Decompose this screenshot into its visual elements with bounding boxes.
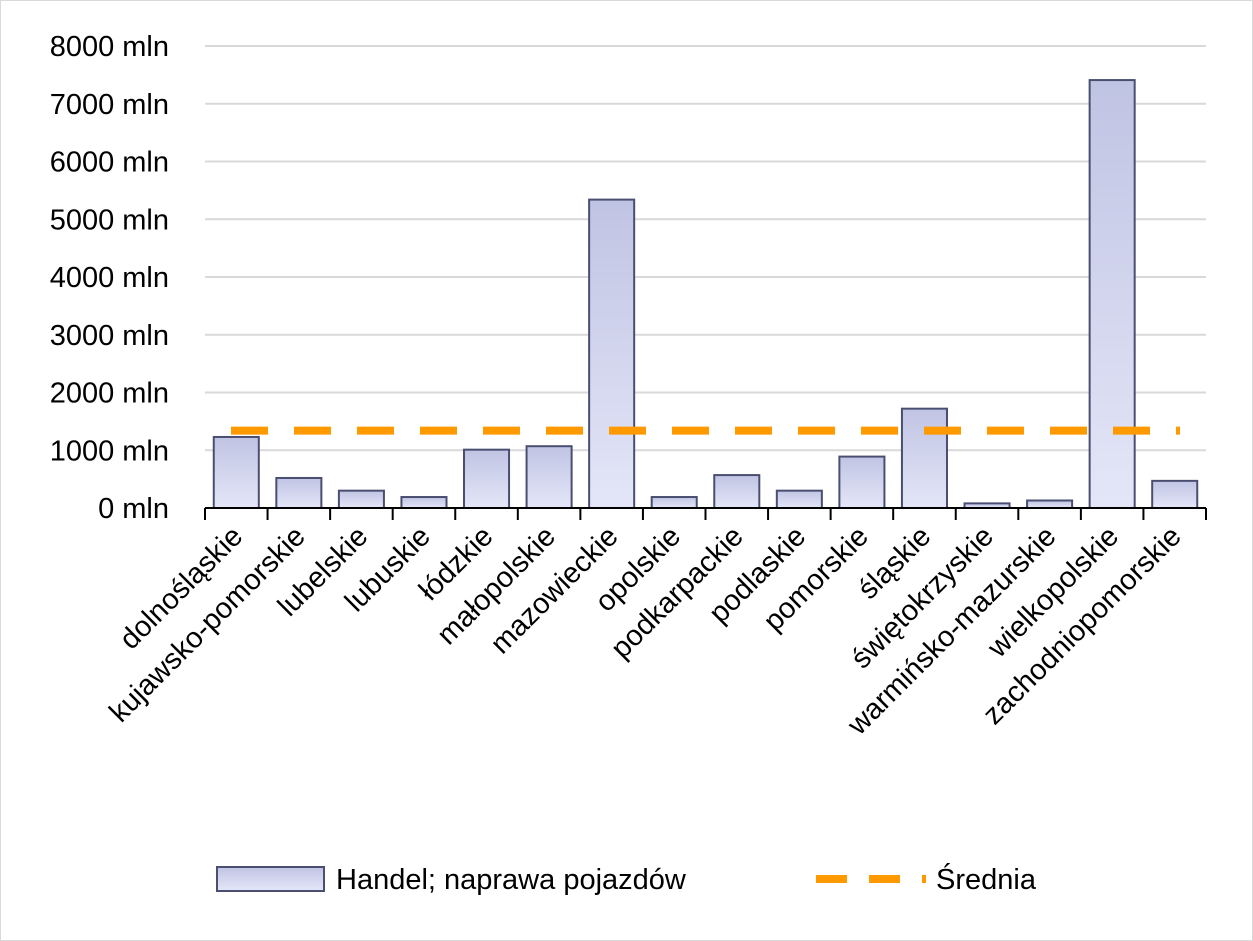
bar-13: [1026, 499, 1074, 509]
y-tick-label: 8000 mln: [50, 31, 169, 63]
bar-10: [838, 455, 886, 510]
legend: Handel; naprawa pojazdów Średnia: [216, 862, 1037, 896]
bar-15: [1151, 479, 1199, 510]
x-axis-category-labels: dolnośląskiekujawsko-pomorskielubelskiel…: [103, 520, 1187, 742]
bar-7: [650, 496, 698, 509]
legend-bar-swatch: [216, 866, 325, 892]
bar-4: [463, 448, 511, 509]
bar-5: [525, 445, 573, 509]
bar-11: [900, 407, 948, 510]
bar-2: [337, 489, 385, 509]
bars: [212, 79, 1199, 510]
bar-6: [588, 198, 636, 510]
y-tick-label: 2000 mln: [50, 378, 169, 410]
bar-14: [1088, 79, 1136, 509]
bar-0: [212, 435, 260, 509]
y-axis-tick-labels: 0 mln 1000 mln 2000 mln 3000 mln 4000 mln 500…: [50, 31, 169, 525]
gridlines: [205, 45, 1206, 452]
y-tick-label: 4000 mln: [50, 262, 169, 294]
x-axis: [204, 507, 1207, 520]
y-tick-label: 7000 mln: [50, 89, 169, 121]
y-tick-label: 1000 mln: [50, 435, 169, 467]
y-tick-label: 5000 mln: [50, 204, 169, 236]
y-tick-label: 0 mln: [98, 493, 169, 525]
y-tick-label: 3000 mln: [50, 320, 169, 352]
legend-label-bars: Handel; naprawa pojazdów: [336, 864, 687, 896]
bar-1: [275, 476, 323, 510]
bar-9: [775, 489, 823, 509]
bar-3: [400, 496, 448, 509]
legend-label-average: Średnia: [936, 862, 1037, 896]
y-tick-label: 6000 mln: [50, 147, 169, 179]
bar-8: [713, 474, 761, 509]
